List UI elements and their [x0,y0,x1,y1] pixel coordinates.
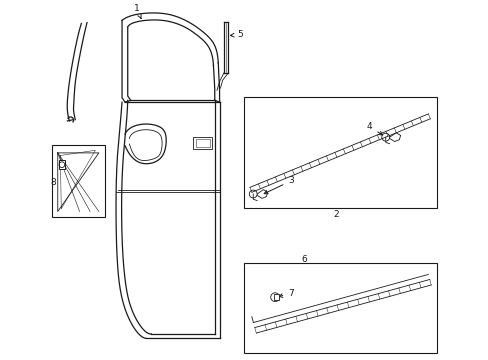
Bar [59,160,65,169]
Text: 6: 6 [301,255,306,264]
Bar [52,145,105,217]
Text: 5: 5 [230,30,243,39]
Text: 4: 4 [366,122,382,135]
Text: 3: 3 [264,176,293,194]
Text: 8: 8 [50,178,56,187]
Text: 7: 7 [278,289,293,298]
Bar [244,97,436,208]
Bar [193,137,211,149]
Bar [244,263,436,353]
Text: 1: 1 [133,4,141,18]
Bar [273,294,279,300]
Text: 2: 2 [333,210,339,219]
Bar [195,139,209,147]
